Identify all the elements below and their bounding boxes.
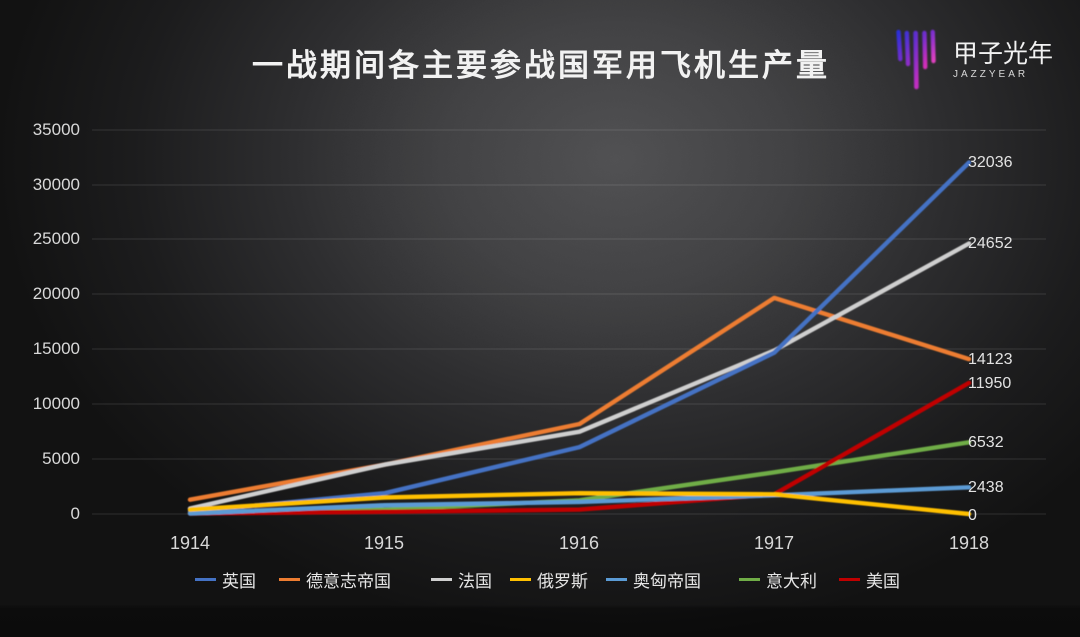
- svg-text:30000: 30000: [33, 175, 80, 194]
- svg-text:0: 0: [968, 507, 977, 524]
- svg-text:2438: 2438: [968, 479, 1004, 496]
- svg-text:甲子光年: 甲子光年: [953, 40, 1053, 68]
- svg-text:14123: 14123: [968, 351, 1013, 368]
- svg-text:32036: 32036: [968, 154, 1013, 171]
- svg-text:5000: 5000: [42, 449, 80, 468]
- svg-text:1917: 1917: [754, 533, 794, 553]
- svg-text:JAZZYEAR: JAZZYEAR: [953, 69, 1028, 80]
- svg-text:35000: 35000: [33, 120, 80, 139]
- svg-text:1916: 1916: [559, 533, 599, 553]
- svg-text:20000: 20000: [33, 284, 80, 303]
- svg-text:1915: 1915: [364, 533, 404, 553]
- svg-text:10000: 10000: [33, 394, 80, 413]
- svg-text:15000: 15000: [33, 339, 80, 358]
- svg-text:1918: 1918: [949, 533, 989, 553]
- svg-text:0: 0: [71, 504, 80, 523]
- svg-text:24652: 24652: [968, 235, 1013, 252]
- svg-text:11950: 11950: [968, 375, 1011, 392]
- svg-text:6532: 6532: [968, 434, 1004, 451]
- svg-text:25000: 25000: [33, 229, 80, 248]
- svg-text:1914: 1914: [170, 533, 210, 553]
